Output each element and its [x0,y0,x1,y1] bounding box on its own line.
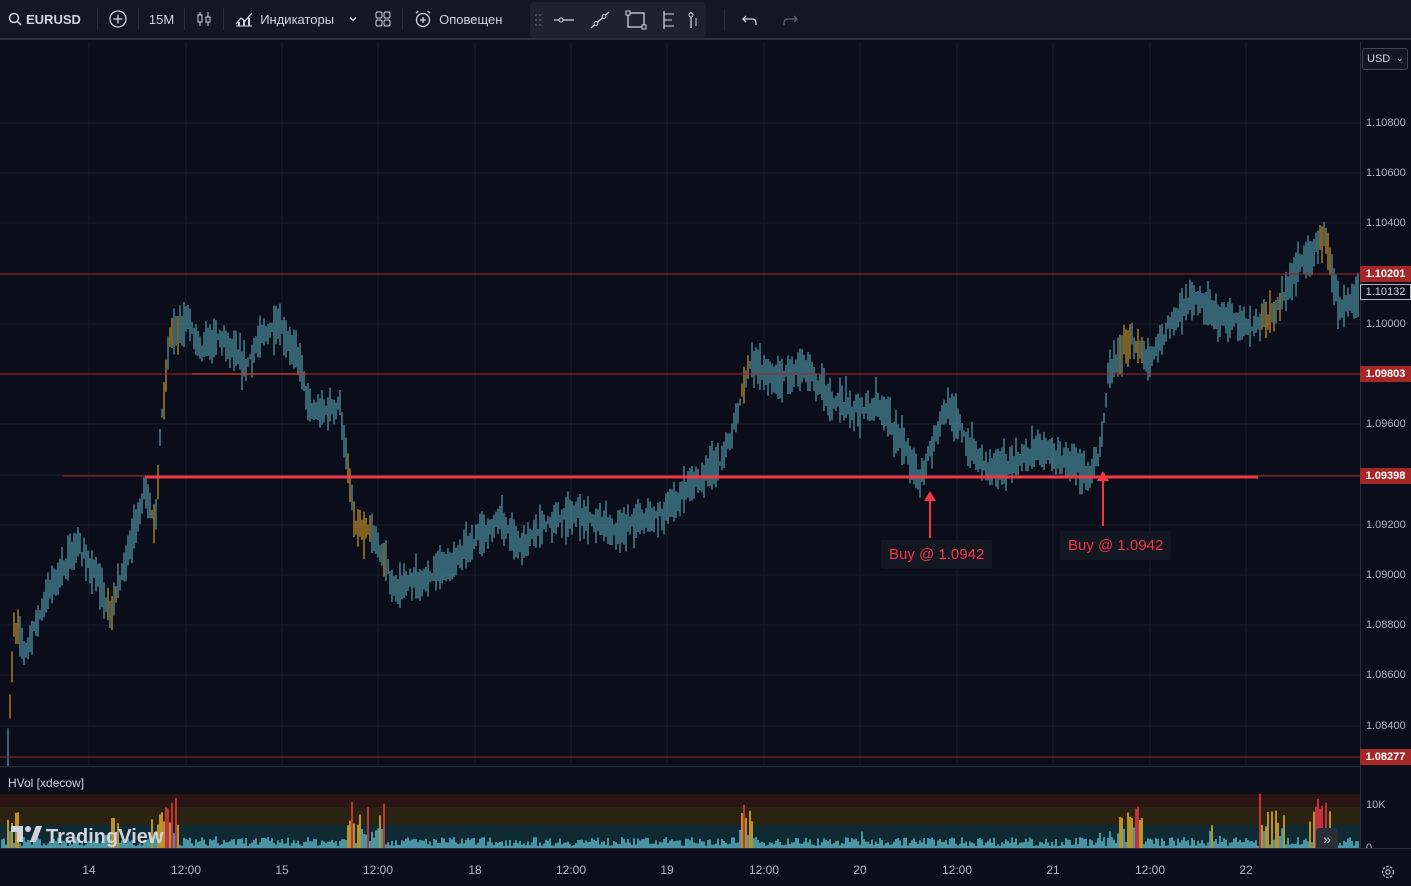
chart-grid [0,42,1360,766]
level-tag-support: 1.09398 [1360,468,1411,484]
buy-annotation-2[interactable]: Buy @ 1.0942 [1060,531,1172,560]
alarm-clock-icon [413,9,433,29]
price-tick: 1.08600 [1366,669,1406,681]
time-label: 20 [853,863,867,877]
alerts-label: Оповещен [439,11,503,27]
logo-text: TradingView [46,825,164,848]
price-tick: 1.10800 [1366,117,1406,129]
time-label: 19 [660,863,674,877]
separator [96,8,98,30]
fib-retracement-icon [661,10,677,30]
separator [724,9,725,31]
drag-handle[interactable] [530,2,546,38]
separator [184,8,186,30]
layouts-button[interactable] [366,0,400,39]
buy-annotation-1[interactable]: Buy @ 1.0942 [881,540,993,569]
redo-icon [781,13,799,27]
currency-selector[interactable]: USD ⌄ [1362,48,1408,70]
time-label: 12:00 [1134,863,1166,877]
settings-gear-icon[interactable] [1380,864,1396,885]
annotation-arrows [924,471,1109,538]
level-tag-top: 1.10201 [1360,266,1411,282]
time-label: 12:00 [170,863,202,877]
time-label: 14 [82,863,96,877]
time-label: 21 [1046,863,1060,877]
price-tick: 1.09600 [1366,418,1406,430]
time-label: 12:00 [748,863,780,877]
fib-tool[interactable] [654,2,684,38]
compare-symbol-button[interactable] [100,0,136,39]
drawing-toolbar [530,2,706,38]
level-tag-bottom: 1.08277 [1360,749,1411,765]
tradingview-logo[interactable]: TradingView [10,825,163,849]
undo-button[interactable] [727,0,773,40]
time-label: 22 [1239,863,1253,877]
price-tick: 1.10400 [1366,217,1406,229]
horizontal-line-tool[interactable] [546,2,582,38]
price-tick: 1.09200 [1366,519,1406,531]
candles-icon [195,10,213,28]
search-icon [8,12,22,26]
volume-indicator-title[interactable]: HVol [xdecow] [8,776,85,790]
rectangle-icon [625,10,647,30]
level-tag-mid: 1.09803 [1360,366,1411,382]
price-chart[interactable] [0,42,1360,766]
price-tick: 1.08400 [1366,720,1406,732]
time-label: 18 [468,863,482,877]
indicators-button[interactable]: Индикаторы [226,0,366,39]
undo-icon [741,13,759,27]
price-tick: 1.10000 [1366,318,1406,330]
symbol-search[interactable]: EURUSD [0,0,89,39]
interval-label: 15M [148,11,175,27]
horizontal-line-icon [553,11,575,29]
separator [137,8,139,30]
volume-pane[interactable] [0,766,1360,849]
candles-series [7,221,1359,766]
tradingview-logo-icon [10,825,42,849]
chevron-down-icon[interactable] [348,14,358,24]
alerts-button[interactable]: Оповещен [405,0,510,39]
indicators-label: Индикаторы [260,11,335,27]
separator [402,8,404,30]
price-tick: 1.09000 [1366,569,1406,581]
time-axis[interactable] [0,848,1411,886]
price-axis[interactable] [1360,42,1411,848]
grid-layout-icon [374,10,392,28]
buy-arrow-2-head [1097,471,1109,481]
volume-histogram [0,793,1360,849]
trend-line-tool[interactable] [582,2,618,38]
separator [223,8,225,30]
price-tick: 1.08800 [1366,619,1406,631]
more-tools-button[interactable] [684,2,702,38]
volume-tick: 10K [1366,799,1386,811]
indicators-icon [234,10,254,28]
drag-dots-icon [534,13,542,27]
interval-button[interactable]: 15M [141,0,182,39]
time-label: 12:00 [555,863,587,877]
rectangle-tool[interactable] [618,2,654,38]
plus-circle-icon [108,9,128,29]
currency-label: USD [1367,53,1391,65]
redo-button[interactable] [773,0,807,40]
buy-arrow-1-head [924,491,936,501]
long-position-icon [687,10,699,30]
price-tick: 1.10600 [1366,167,1406,179]
time-label: 12:00 [941,863,973,877]
time-label: 12:00 [362,863,394,877]
symbol-label: EURUSD [26,11,81,27]
chevron-down-icon: ⌄ [1395,53,1404,64]
double-chevron-right-icon: » [1323,831,1331,847]
trend-line-icon [589,10,611,30]
scroll-to-realtime-button[interactable]: » [1316,828,1338,850]
chart-type-button[interactable] [187,0,221,39]
history-controls [722,0,807,40]
time-label: 15 [275,863,289,877]
current-price-tag: 1.10132 [1360,284,1411,300]
level-lines [0,273,1360,758]
